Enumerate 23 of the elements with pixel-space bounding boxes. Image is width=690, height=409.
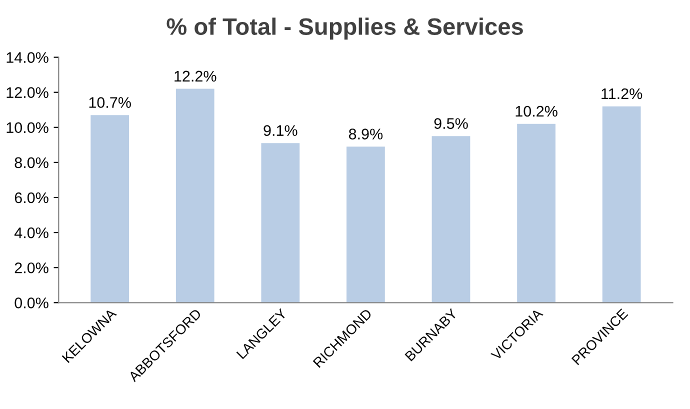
y-tick-label: 0.0% (14, 298, 48, 308)
data-label: 12.2% (174, 70, 216, 82)
y-tick-label: 2.0% (14, 262, 48, 274)
data-label: 10.7% (89, 97, 131, 108)
bar (261, 143, 300, 303)
y-tick-label: 8.0% (14, 157, 48, 168)
bar (90, 115, 130, 303)
y-tick-label: 14.0% (6, 52, 48, 63)
chart-title: % of Total - Supplies & Services (166, 18, 523, 40)
data-label: 9.1% (264, 125, 298, 136)
data-label: 8.9% (348, 128, 383, 140)
y-tick-label: 12.0% (6, 87, 48, 98)
bar (602, 106, 641, 303)
data-label: 9.5% (434, 118, 468, 129)
y-tick-label: 4.0% (14, 227, 48, 238)
bar (517, 124, 556, 303)
y-tick-label: 6.0% (14, 192, 48, 204)
y-tick-label: 10.0% (6, 122, 48, 134)
bar (346, 146, 385, 303)
data-label: 11.2% (602, 88, 642, 100)
bar (432, 136, 470, 303)
bar (176, 88, 214, 303)
data-label: 10.2% (516, 106, 558, 117)
